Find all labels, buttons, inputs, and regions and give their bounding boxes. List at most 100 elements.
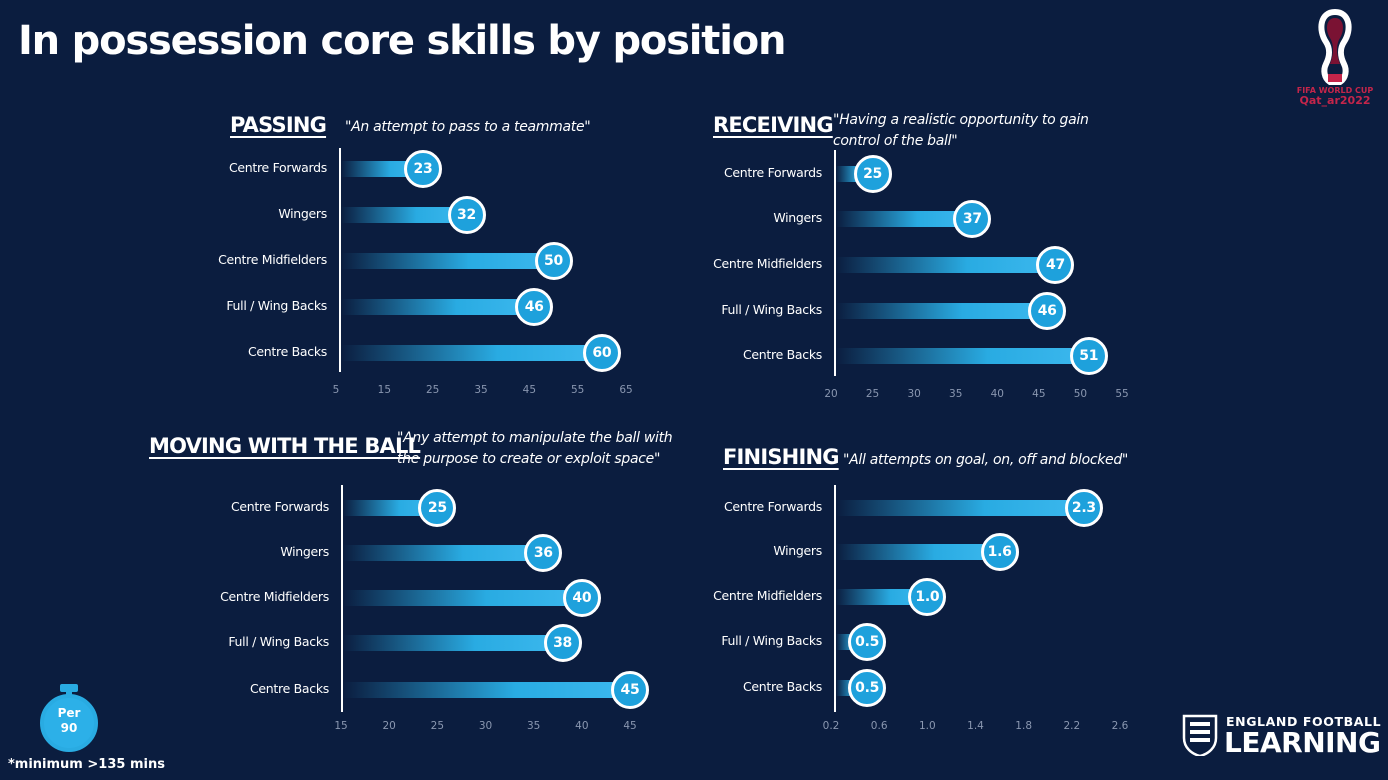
chart-2-x-tick-label: 55 <box>1115 388 1129 400</box>
chart-3-value-label: 36 <box>524 534 563 572</box>
chart-1-bar <box>341 299 535 315</box>
chart-1-bar <box>341 253 554 269</box>
efl-line2: LEARNING <box>1224 726 1381 759</box>
chart-2-bar <box>836 211 973 227</box>
chart-1-bar <box>341 161 423 177</box>
chart-3-title: MOVING WITH THE BALL <box>149 434 421 458</box>
chart-4-x-tick-label: 0.2 <box>822 720 840 732</box>
chart-3-x-tick-label: 30 <box>478 720 493 732</box>
chart-4-bar <box>836 589 928 605</box>
chart-2-value-label: 47 <box>1036 246 1075 284</box>
chart-1-x-tick-label: 15 <box>377 384 392 396</box>
footnote: *minimum >135 mins <box>8 757 165 772</box>
chart-4-subtitle: "All attempts on goal, on, off and block… <box>843 452 1129 468</box>
chart-4-bar <box>836 544 1000 560</box>
chart-3-category-label: Centre Forwards <box>230 499 329 514</box>
chart-3-value-label: 38 <box>543 624 582 662</box>
chart-2-x-tick-label: 20 <box>824 388 838 400</box>
chart-2-subtitle: "Having a realistic opportunity to gain c… <box>833 112 1089 149</box>
chart-2-category-label: Wingers <box>773 210 822 225</box>
efl-line1: ENGLAND FOOTBALL <box>1226 714 1382 729</box>
chart-4-value-label: 0.5 <box>848 669 887 707</box>
chart-4-category-label: Full / Wing Backs <box>721 633 822 648</box>
chart-4-x-tick-label: 2.6 <box>1111 720 1129 732</box>
per90-badge: Per 90 <box>38 684 100 752</box>
chart-4-value-label: 1.6 <box>980 533 1019 571</box>
chart-3-bar <box>343 635 563 651</box>
chart-3-x-tick-label: 35 <box>526 720 541 732</box>
chart-1-value-label: 60 <box>582 334 621 372</box>
chart-3-bar <box>343 545 544 561</box>
chart-2-x-tick-label: 30 <box>907 388 921 400</box>
chart-1-value-label: 50 <box>534 242 573 280</box>
chart-3-value-label: 45 <box>611 671 649 709</box>
per90-text: Per 90 <box>44 706 94 736</box>
chart-2-y-axis-line <box>834 150 836 376</box>
chart-4-y-axis-line <box>834 485 836 712</box>
chart-2-x-tick-label: 45 <box>1032 388 1046 400</box>
chart-2-category-label: Centre Backs <box>742 347 822 362</box>
chart-3-bar <box>343 682 630 698</box>
chart-1-x-tick-label: 45 <box>522 384 537 396</box>
chart-2-category-label: Centre Midfielders <box>713 256 822 271</box>
chart-1-category-label: Wingers <box>278 206 327 221</box>
fifa-trophy-icon <box>1318 8 1352 85</box>
chart-1-bar <box>341 345 602 361</box>
chart-4-category-label: Centre Backs <box>742 679 822 694</box>
chart-1-subtitle: "An attempt to pass to a teammate" <box>345 119 591 135</box>
chart-2-x-tick-label: 40 <box>990 388 1004 400</box>
per90-line2: 90 <box>60 721 78 735</box>
chart-3-category-label: Wingers <box>280 544 329 559</box>
chart-3-category-label: Full / Wing Backs <box>228 634 329 649</box>
chart-2-value-label: 46 <box>1028 292 1067 330</box>
fifa-caption-line2: Qat_ar2022 <box>1299 94 1371 107</box>
chart-1-value-label: 46 <box>515 288 554 326</box>
chart-2-x-tick-label: 50 <box>1073 388 1088 400</box>
three-lions-crest-icon <box>1182 714 1218 756</box>
england-football-learning-logo: ENGLAND FOOTBALL LEARNING <box>1182 712 1382 762</box>
chart-4-bar <box>836 500 1084 516</box>
chart-4-x-tick-label: 1.4 <box>967 720 984 732</box>
chart-3-x-tick-label: 45 <box>623 720 637 732</box>
chart-2-x-tick-label: 35 <box>949 388 963 400</box>
chart-4-x-tick-label: 1.0 <box>918 720 936 732</box>
stopwatch-stem <box>66 690 72 696</box>
chart-2-title: RECEIVING <box>713 113 834 137</box>
chart-3-x-tick-label: 15 <box>334 720 348 732</box>
chart-2-bar <box>836 303 1048 319</box>
chart-4-title: FINISHING <box>723 445 839 469</box>
chart-1-x-tick-label: 25 <box>425 384 440 396</box>
chart-4-x-tick-label: 0.6 <box>870 720 888 732</box>
chart-4-category-label: Centre Forwards <box>723 499 822 514</box>
chart-3-value-label: 25 <box>418 489 457 527</box>
chart-1-value-label: 23 <box>404 150 442 188</box>
chart-2-category-label: Centre Forwards <box>723 165 822 180</box>
chart-4-value-label: 1.0 <box>908 578 947 616</box>
chart-1-x-tick-label: 55 <box>570 384 585 396</box>
chart-2-value-label: 37 <box>953 200 992 238</box>
chart-1-category-label: Centre Midfielders <box>218 252 327 267</box>
chart-1-y-axis-line <box>339 148 341 372</box>
chart-3-y-axis-line <box>341 485 343 712</box>
chart-2-value-label: 51 <box>1069 337 1108 375</box>
chart-3-subtitle: "Any attempt to manipulate the ball with… <box>397 430 673 467</box>
chart-1-x-tick-label: 5 <box>332 384 340 396</box>
fifa-world-cup-logo: FIFA WORLD CUP Qat_ar2022 <box>1290 8 1380 112</box>
chart-2-value-label: 25 <box>853 155 892 193</box>
chart-1-title: PASSING <box>230 113 327 137</box>
fifa-caption-line1: FIFA WORLD CUP <box>1296 86 1374 95</box>
chart-1-x-tick-label: 35 <box>474 384 488 396</box>
chart-3-x-tick-label: 40 <box>575 720 589 732</box>
chart-3-bar <box>343 500 438 516</box>
chart-2-category-label: Full / Wing Backs <box>721 302 822 317</box>
chart-4-value-label: 0.5 <box>848 623 887 661</box>
page-title: In possession core skills by position <box>18 18 786 64</box>
chart-1-category-label: Centre Forwards <box>228 160 327 175</box>
chart-4-category-label: Wingers <box>773 543 822 558</box>
chart-1-x-tick-label: 65 <box>619 384 633 396</box>
chart-4-category-label: Centre Midfielders <box>713 588 822 603</box>
chart-3-bar <box>343 590 582 606</box>
chart-3-category-label: Centre Backs <box>249 681 329 696</box>
chart-1-category-label: Full / Wing Backs <box>226 298 327 313</box>
chart-3-category-label: Centre Midfielders <box>220 589 329 604</box>
